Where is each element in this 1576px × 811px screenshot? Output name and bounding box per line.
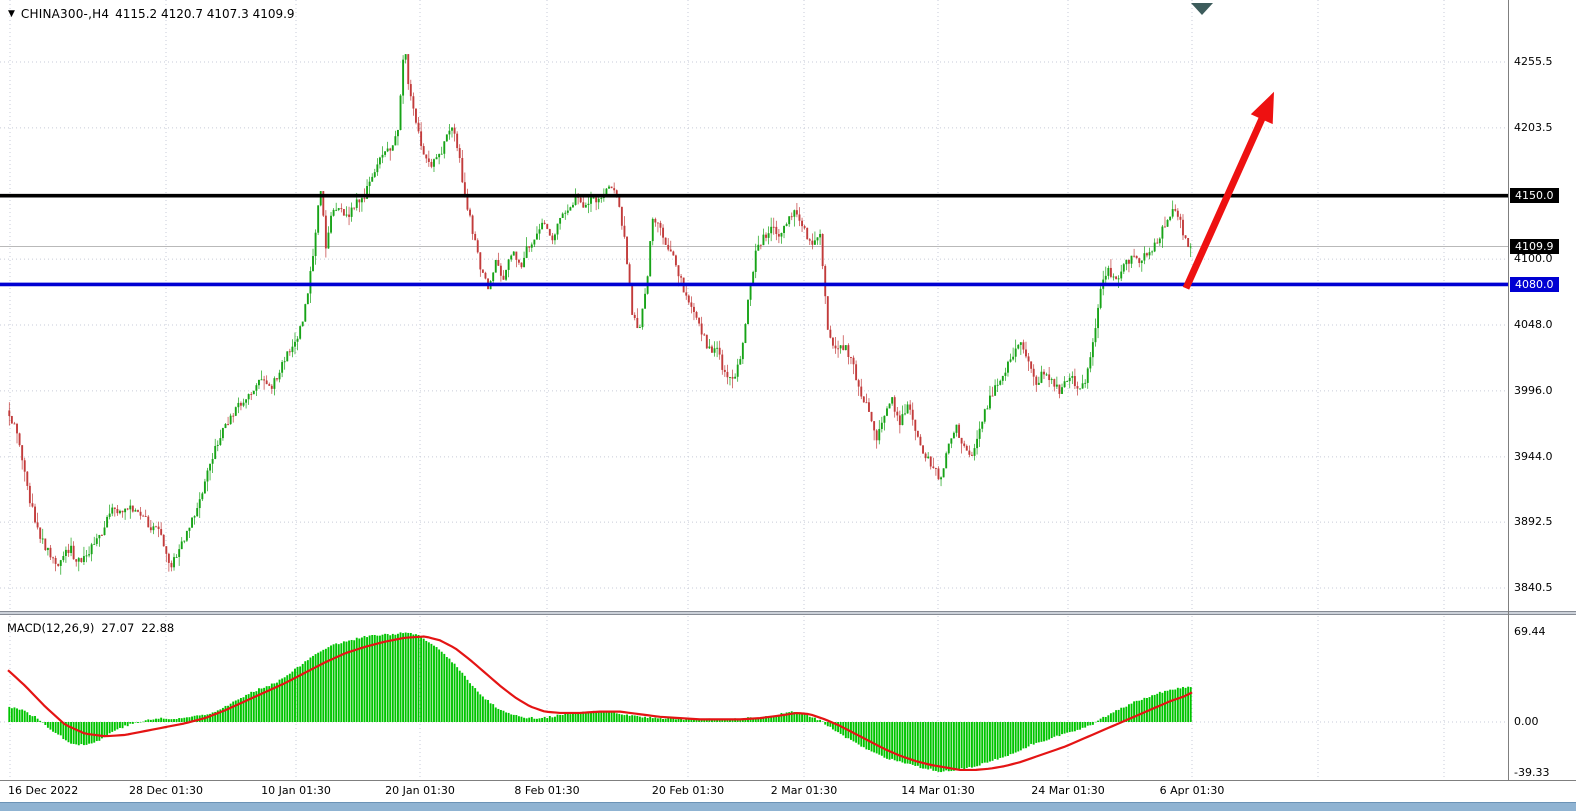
price-tick-label: 4100.0 <box>1514 252 1553 266</box>
price-tick-label: 3996.0 <box>1514 383 1553 397</box>
trend-arrow[interactable] <box>1182 91 1274 290</box>
macd-histogram <box>8 632 1192 773</box>
macd-tick-label: 0.00 <box>1514 715 1539 728</box>
macd-tick-label: -39.33 <box>1514 765 1550 779</box>
chart-canvas[interactable] <box>0 0 1508 802</box>
time-axis[interactable]: 16 Dec 2022 28 Dec 01:30 10 Jan 01:30 20 Ja… <box>0 782 1508 802</box>
time-tick-label: 2 Mar 01:30 <box>770 784 838 797</box>
candlestick-series <box>8 54 1192 575</box>
price-tick-label: 4255.5 <box>1514 55 1553 68</box>
current-price-badge: 4109.9 <box>1510 239 1559 255</box>
symbol-timeframe-label: CHINA300-,H4 <box>20 7 110 21</box>
support-price-badge: 4080.0 <box>1510 276 1559 292</box>
price-tick-label: 4203.5 <box>1514 120 1553 134</box>
price-axis-separator <box>1508 0 1509 781</box>
time-tick-label: 10 Jan 01:30 <box>261 784 331 797</box>
resistance-price-badge: 4150.0 <box>1510 188 1559 204</box>
macd-main-value: 27.07 <box>101 621 135 635</box>
macd-tick-label: 69.44 <box>1514 625 1546 638</box>
time-tick-label: 14 Mar 01:30 <box>901 784 975 797</box>
time-tick-label: 28 Dec 01:30 <box>129 784 203 797</box>
time-axis-separator <box>0 780 1576 781</box>
ohlc-values: 4115.2 4120.7 4107.3 4109.9 <box>115 7 295 21</box>
price-tick-label: 3892.5 <box>1514 515 1553 529</box>
macd-signal-value: 22.88 <box>141 621 175 635</box>
time-tick-label: 8 Feb 01:30 <box>514 784 580 797</box>
price-tick-label: 4048.0 <box>1514 318 1553 331</box>
time-tick-label: 16 Dec 2022 <box>8 784 79 797</box>
time-tick-label: 20 Jan 01:30 <box>385 784 455 797</box>
macd-signal-line <box>7 635 1193 772</box>
chart-shift-marker-icon[interactable] <box>1191 3 1213 15</box>
symbol-dropdown-icon: ▼ <box>8 9 15 19</box>
macd-title: MACD(12,26,9) <box>7 621 95 635</box>
panel-splitter[interactable] <box>0 611 1576 615</box>
symbol-info: ▼ CHINA300-,H4 4115.2 4120.7 4107.3 4109… <box>8 7 295 21</box>
price-axis[interactable]: 4255.5 4203.5 4100.0 4048.0 3996.0 3944.0 3892… <box>1509 0 1576 781</box>
price-tick-label: 3944.0 <box>1514 449 1553 463</box>
time-tick-label: 6 Apr 01:30 <box>1159 784 1225 797</box>
price-tick-label: 3840.5 <box>1514 581 1553 594</box>
time-tick-label: 24 Mar 01:30 <box>1031 784 1105 797</box>
time-tick-label: 20 Feb 01:30 <box>651 784 725 797</box>
macd-indicator-label: MACD(12,26,9) 27.07 22.88 <box>7 621 174 635</box>
bottom-scroll-bar[interactable] <box>0 802 1576 811</box>
grid-lines <box>0 0 1508 779</box>
